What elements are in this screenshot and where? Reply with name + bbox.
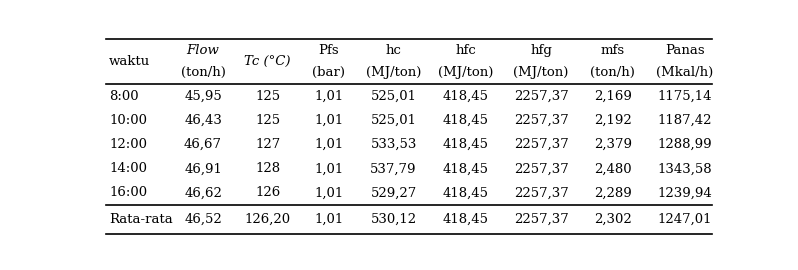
Text: 418,45: 418,45: [443, 162, 488, 175]
Text: (MJ/ton): (MJ/ton): [366, 66, 421, 79]
Text: 1,01: 1,01: [314, 114, 343, 127]
Text: 418,45: 418,45: [443, 114, 488, 127]
Text: (MJ/ton): (MJ/ton): [438, 66, 493, 79]
Text: 2257,37: 2257,37: [514, 186, 568, 200]
Text: 1175,14: 1175,14: [658, 90, 712, 103]
Text: 418,45: 418,45: [443, 138, 488, 151]
Text: (ton/h): (ton/h): [591, 66, 635, 79]
Text: 1247,01: 1247,01: [658, 213, 712, 226]
Text: 418,45: 418,45: [443, 186, 488, 200]
Text: 125: 125: [255, 90, 280, 103]
Text: Flow: Flow: [187, 43, 219, 57]
Text: hfc: hfc: [455, 43, 476, 57]
Text: 525,01: 525,01: [370, 90, 417, 103]
Text: 1343,58: 1343,58: [658, 162, 712, 175]
Text: mfs: mfs: [601, 43, 625, 57]
Text: Panas: Panas: [665, 43, 705, 57]
Text: 2,302: 2,302: [594, 213, 632, 226]
Text: 46,67: 46,67: [184, 138, 222, 151]
Text: 1239,94: 1239,94: [658, 186, 712, 200]
Text: waktu: waktu: [109, 55, 150, 68]
Text: 12:00: 12:00: [109, 138, 147, 151]
Text: 530,12: 530,12: [370, 213, 417, 226]
Text: 8:00: 8:00: [109, 90, 139, 103]
Text: 14:00: 14:00: [109, 162, 147, 175]
Text: hfg: hfg: [530, 43, 552, 57]
Text: 1,01: 1,01: [314, 90, 343, 103]
Text: (Mkal/h): (Mkal/h): [656, 66, 713, 79]
Text: 1,01: 1,01: [314, 213, 343, 226]
Text: 1288,99: 1288,99: [658, 138, 712, 151]
Text: 533,53: 533,53: [370, 138, 417, 151]
Text: 2257,37: 2257,37: [514, 114, 568, 127]
Text: 16:00: 16:00: [109, 186, 147, 200]
Text: 46,52: 46,52: [184, 213, 222, 226]
Text: 529,27: 529,27: [370, 186, 417, 200]
Text: 2257,37: 2257,37: [514, 162, 568, 175]
Text: (ton/h): (ton/h): [180, 66, 226, 79]
Text: Pfs: Pfs: [318, 43, 339, 57]
Text: 2,192: 2,192: [594, 114, 632, 127]
Text: 46,91: 46,91: [184, 162, 222, 175]
Text: 2,480: 2,480: [594, 162, 632, 175]
Text: 128: 128: [255, 162, 280, 175]
Text: 537,79: 537,79: [370, 162, 417, 175]
Text: 2,169: 2,169: [594, 90, 632, 103]
Text: 2,379: 2,379: [594, 138, 632, 151]
Text: 2257,37: 2257,37: [514, 213, 568, 226]
Text: 1,01: 1,01: [314, 138, 343, 151]
Text: 126: 126: [255, 186, 280, 200]
Text: 1187,42: 1187,42: [658, 114, 712, 127]
Text: Rata-rata: Rata-rata: [109, 213, 173, 226]
Text: 2,289: 2,289: [594, 186, 632, 200]
Text: 525,01: 525,01: [370, 114, 417, 127]
Text: 10:00: 10:00: [109, 114, 147, 127]
Text: 126,20: 126,20: [245, 213, 290, 226]
Text: 125: 125: [255, 114, 280, 127]
Text: (bar): (bar): [312, 66, 346, 79]
Text: 2257,37: 2257,37: [514, 138, 568, 151]
Text: hc: hc: [385, 43, 401, 57]
Text: 1,01: 1,01: [314, 162, 343, 175]
Text: 127: 127: [255, 138, 280, 151]
Text: 2257,37: 2257,37: [514, 90, 568, 103]
Text: 46,62: 46,62: [184, 186, 222, 200]
Text: (MJ/ton): (MJ/ton): [513, 66, 569, 79]
Text: 418,45: 418,45: [443, 90, 488, 103]
Text: 46,43: 46,43: [184, 114, 222, 127]
Text: 45,95: 45,95: [184, 90, 222, 103]
Text: 1,01: 1,01: [314, 186, 343, 200]
Text: Tc (°C): Tc (°C): [244, 55, 291, 68]
Text: 418,45: 418,45: [443, 213, 488, 226]
